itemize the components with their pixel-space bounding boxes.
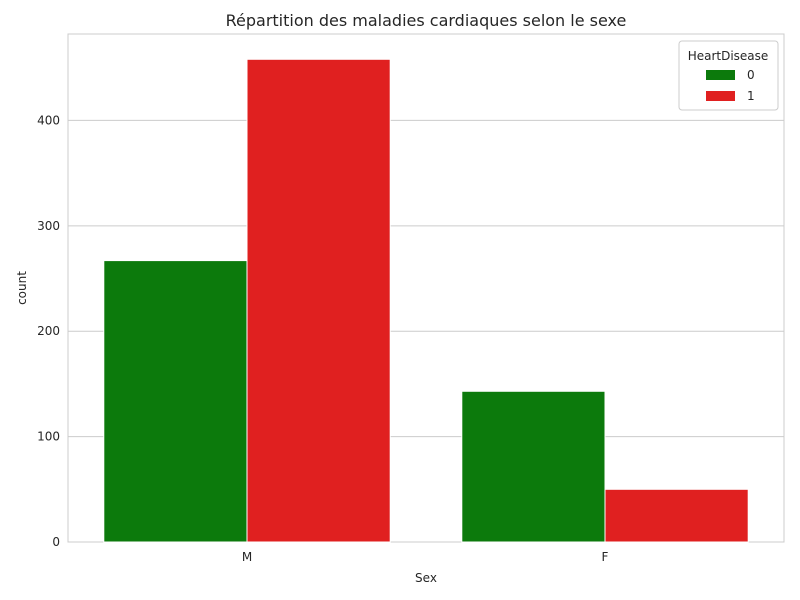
- legend-swatch-0: [706, 70, 735, 80]
- legend-title: HeartDisease: [688, 49, 769, 63]
- y-tick-label: 200: [37, 324, 60, 338]
- y-tick-label: 0: [52, 535, 60, 549]
- y-axis-label: count: [15, 271, 29, 305]
- legend-label-0: 0: [747, 68, 755, 82]
- plot-frame: [67, 33, 785, 543]
- x-axis-label: Sex: [415, 571, 437, 585]
- bar-F-series-1: [604, 488, 749, 543]
- x-tick-label: F: [602, 550, 609, 564]
- y-tick-label: 300: [37, 219, 60, 233]
- y-tick-label: 400: [37, 113, 60, 127]
- legend: HeartDisease 01: [678, 40, 779, 111]
- legend-swatch-1: [706, 91, 735, 101]
- bar-M-series-1: [246, 58, 391, 543]
- chart-title: Répartition des maladies cardiaques selo…: [226, 11, 627, 30]
- bars: [103, 58, 749, 543]
- bar-F-series-0: [461, 390, 606, 543]
- y-tick-label: 100: [37, 430, 60, 444]
- y-ticks: 0 100 200 300 400: [37, 113, 60, 549]
- legend-label-1: 1: [747, 89, 755, 103]
- legend-items: 01: [706, 68, 755, 103]
- x-tick-label: M: [242, 550, 252, 564]
- bar-M-series-0: [103, 260, 248, 543]
